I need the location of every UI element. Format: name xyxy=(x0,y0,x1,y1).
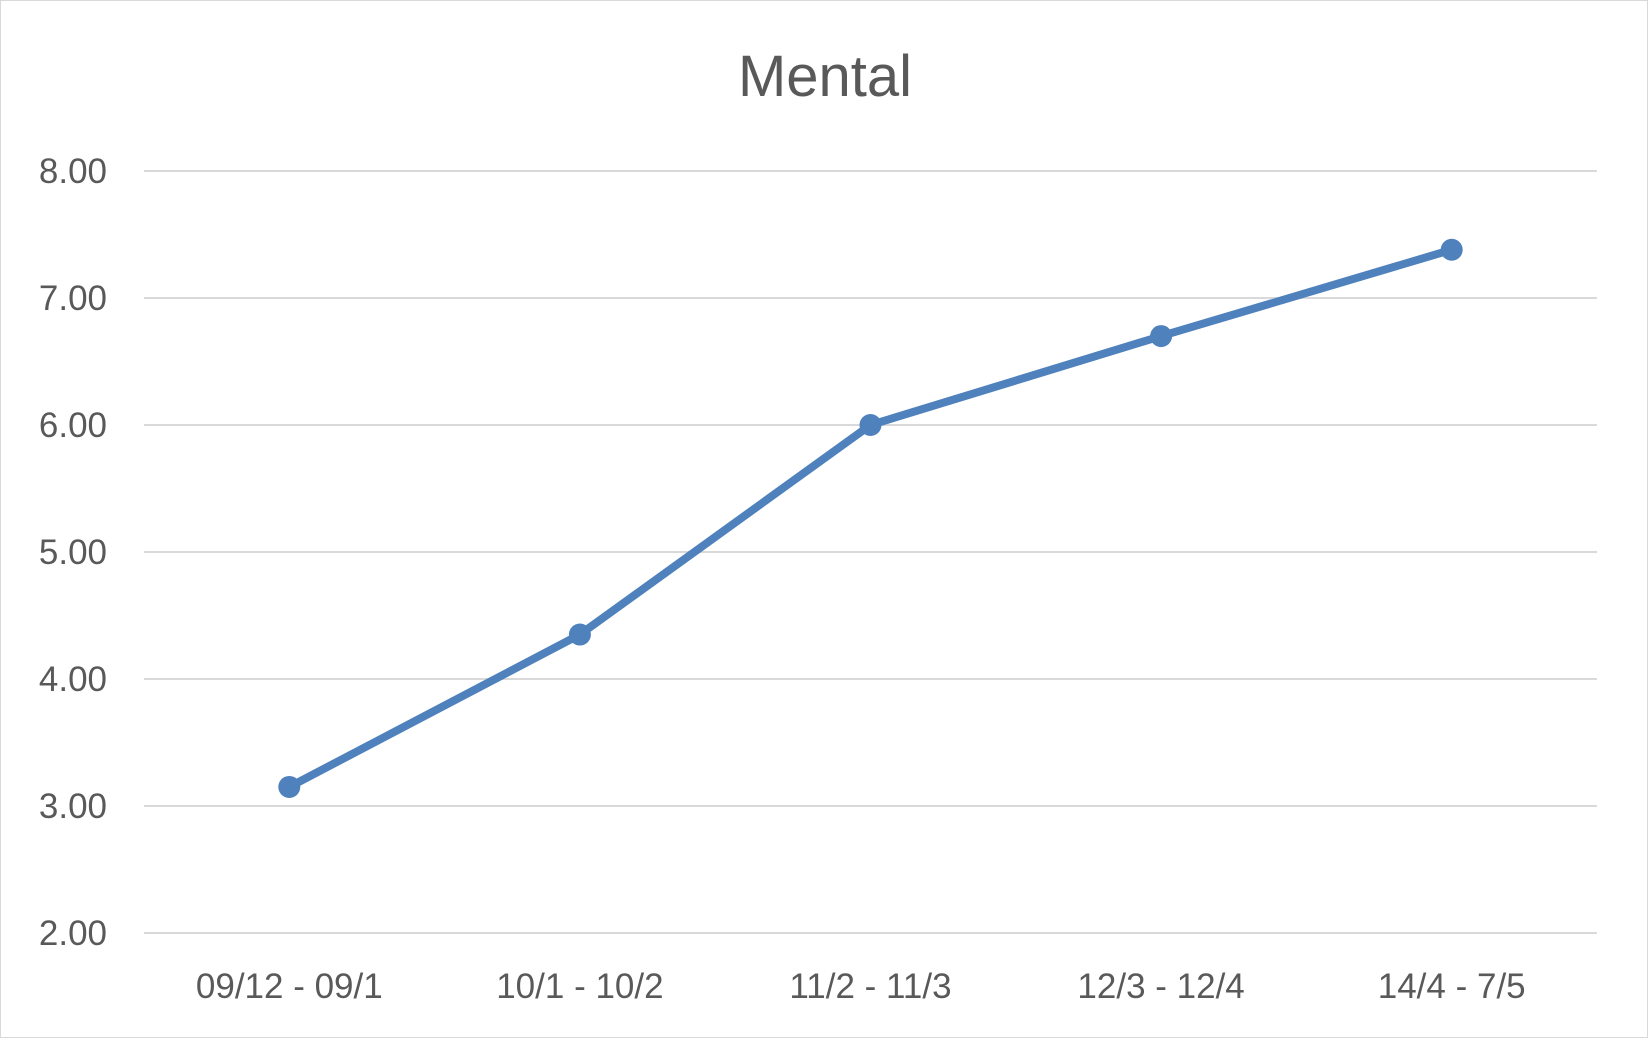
data-point-marker xyxy=(1440,238,1463,261)
y-tick-label: 7.00 xyxy=(39,279,107,318)
series-layer xyxy=(278,238,1463,798)
x-tick-label: 09/12 - 09/1 xyxy=(196,967,383,1006)
y-tick-label: 2.00 xyxy=(39,914,107,953)
data-point-marker xyxy=(1150,325,1173,348)
chart-title: Mental xyxy=(738,44,912,109)
y-axis-tick-labels: 2.00 3.00 4.00 5.00 6.00 7.00 8.00 xyxy=(39,152,107,953)
y-tick-label: 4.00 xyxy=(39,660,107,699)
x-axis-tick-labels: 09/12 - 09/1 10/1 - 10/2 11/2 - 11/3 12/3 -… xyxy=(196,967,1526,1006)
y-tick-label: 6.00 xyxy=(39,406,107,445)
data-point-marker xyxy=(278,775,301,798)
data-point-marker xyxy=(568,623,591,646)
data-point-marker xyxy=(859,414,882,436)
y-tick-label: 8.00 xyxy=(39,152,107,191)
x-tick-label: 14/4 - 7/5 xyxy=(1378,967,1526,1006)
series-line xyxy=(285,245,1456,791)
gridlines xyxy=(144,170,1597,934)
x-tick-label: 12/3 - 12/4 xyxy=(1077,967,1244,1006)
x-tick-label: 11/2 - 11/3 xyxy=(789,967,951,1006)
y-tick-label: 3.00 xyxy=(39,787,107,826)
y-tick-label: 5.00 xyxy=(39,533,107,572)
x-tick-label: 10/1 - 10/2 xyxy=(496,967,663,1006)
